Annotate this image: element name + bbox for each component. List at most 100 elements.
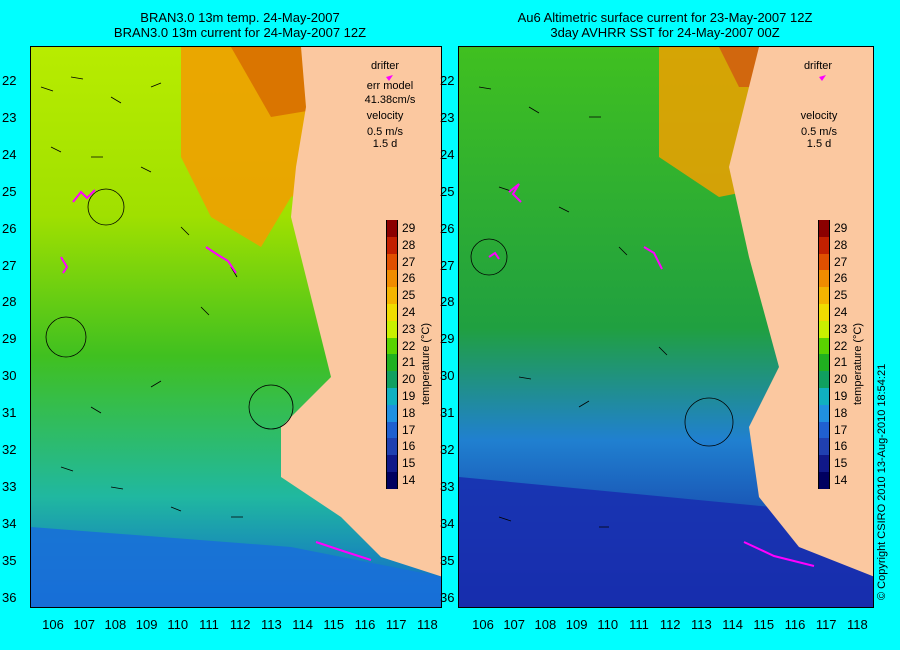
colorbar-tick-label: 28 <box>402 237 416 252</box>
lat-label: 35 <box>440 552 455 568</box>
colorbar-swatch <box>818 320 830 338</box>
colorbar-swatch <box>386 354 398 372</box>
colorbar-swatch <box>386 253 398 271</box>
copyright-text: © Copyright CSIRO 2010 13-Aug-2010 18:54… <box>876 363 888 600</box>
colorbar-tick-label: 21 <box>834 355 848 370</box>
colorbar-label-right: temperature (°C) <box>852 322 864 405</box>
colorbar-tick-label: 23 <box>402 321 416 336</box>
cool-water-region <box>31 527 441 607</box>
colorbar-swatch <box>818 472 830 489</box>
colorbar-tick-label: 21 <box>402 355 416 370</box>
colorbar-swatch <box>386 320 398 338</box>
lon-label: 110 <box>167 617 189 632</box>
left-drifter-label: drifter <box>370 60 400 72</box>
colorbar-tick-label: 26 <box>402 271 416 286</box>
lat-label: 23 <box>2 109 17 125</box>
lat-label: 30 <box>2 368 17 384</box>
colorbar-swatch <box>818 304 830 321</box>
colorbar-swatch <box>818 270 830 288</box>
lat-label: 36 <box>2 589 17 605</box>
drifter-legend-marker <box>386 75 393 81</box>
left-err-model-label: err model <box>366 80 414 92</box>
colorbar-tick-label: 18 <box>402 405 416 420</box>
lon-label: 118 <box>847 617 868 632</box>
land-mass <box>281 47 441 577</box>
right-map-svg <box>459 47 873 607</box>
lat-label: 26 <box>2 220 17 236</box>
left-speed-label: 0.5 m/s <box>366 126 404 138</box>
colorbar-tick-label: 27 <box>834 254 848 269</box>
colorbar-swatch <box>818 220 830 237</box>
lon-label: 116 <box>354 617 376 632</box>
colorbar-swatch <box>818 287 830 304</box>
colorbar-swatch <box>818 421 830 439</box>
lat-label: 33 <box>2 478 17 494</box>
colorbar-tick-label: 18 <box>834 405 848 420</box>
lon-label: 112 <box>229 617 251 632</box>
right-title-line1: Au6 Altimetric surface current for 23-Ma… <box>517 10 813 25</box>
colorbar-swatch <box>818 455 830 472</box>
altimetric-current-vectors <box>470 86 734 528</box>
colorbar-tick-label: 14 <box>834 473 848 487</box>
lat-label: 27 <box>440 257 455 273</box>
lon-label: 111 <box>629 617 649 632</box>
lon-label: 108 <box>534 617 557 632</box>
colorbar-swatch <box>818 404 830 422</box>
current-vectors <box>40 76 294 518</box>
lat-label: 25 <box>2 183 17 199</box>
colorbar-swatch <box>386 287 398 304</box>
colorbar-tick-label: 23 <box>834 321 848 336</box>
lat-label: 33 <box>440 478 455 494</box>
lat-label: 32 <box>440 442 455 457</box>
lon-label: 114 <box>722 617 743 632</box>
colorbar-swatch <box>386 270 398 288</box>
colorbar-tick-label: 25 <box>402 288 416 303</box>
lat-label: 32 <box>2 442 17 457</box>
lat-label: 31 <box>2 405 17 421</box>
lat-label: 22 <box>2 73 17 88</box>
colorbar-swatch <box>818 253 830 271</box>
colorbar-swatch <box>386 455 398 472</box>
colorbar-swatch <box>818 354 830 372</box>
left-err-value: 41.38cm/s <box>364 94 416 106</box>
colorbar-swatch <box>386 438 398 456</box>
colorbar-swatch <box>386 371 398 388</box>
colorbar-swatch <box>386 236 398 254</box>
lat-label: 24 <box>440 146 455 162</box>
colorbar-swatch <box>386 472 398 489</box>
colorbar-tick-label: 15 <box>834 456 848 471</box>
lon-label: 109 <box>565 617 588 632</box>
left-map-svg <box>31 47 441 607</box>
lat-label: 23 <box>440 109 455 125</box>
colorbar-tick-label: 20 <box>402 372 416 387</box>
left-duration-label: 1.5 d <box>372 138 398 150</box>
colorbar-swatch <box>818 337 830 355</box>
lat-label: 31 <box>440 405 455 421</box>
drifter-legend-marker-right <box>819 75 826 81</box>
lat-label: 25 <box>440 183 455 199</box>
lat-label: 24 <box>2 146 17 162</box>
drifter-tracks <box>60 189 372 561</box>
colorbar-tick-label: 19 <box>402 389 416 403</box>
colorbar-swatch <box>818 388 830 405</box>
lon-label: 117 <box>385 617 407 632</box>
land-mass-right <box>729 47 873 577</box>
lon-label: 111 <box>199 617 219 632</box>
left-map-panel <box>30 46 442 608</box>
left-title: BRAN3.0 13m temp. 24-May-2007 BRAN3.0 13… <box>40 10 440 40</box>
colorbar-swatch <box>386 388 398 405</box>
lat-label: 29 <box>2 331 17 347</box>
colorbar-tick-label: 14 <box>402 473 416 487</box>
colorbar-tick-label: 29 <box>402 221 416 235</box>
lat-label: 29 <box>440 331 455 347</box>
colorbar-tick-label: 22 <box>402 338 416 353</box>
right-speed-label: 0.5 m/s <box>800 126 838 138</box>
lon-label: 107 <box>503 617 526 632</box>
colorbar-swatch <box>386 304 398 321</box>
colorbar-tick-label: 20 <box>834 372 848 387</box>
colorbar-tick-label: 27 <box>402 254 416 269</box>
colorbar-tick-label: 29 <box>834 221 848 235</box>
right-map-panel <box>458 46 874 608</box>
lon-label: 109 <box>135 617 158 632</box>
lat-label: 22 <box>440 73 455 88</box>
